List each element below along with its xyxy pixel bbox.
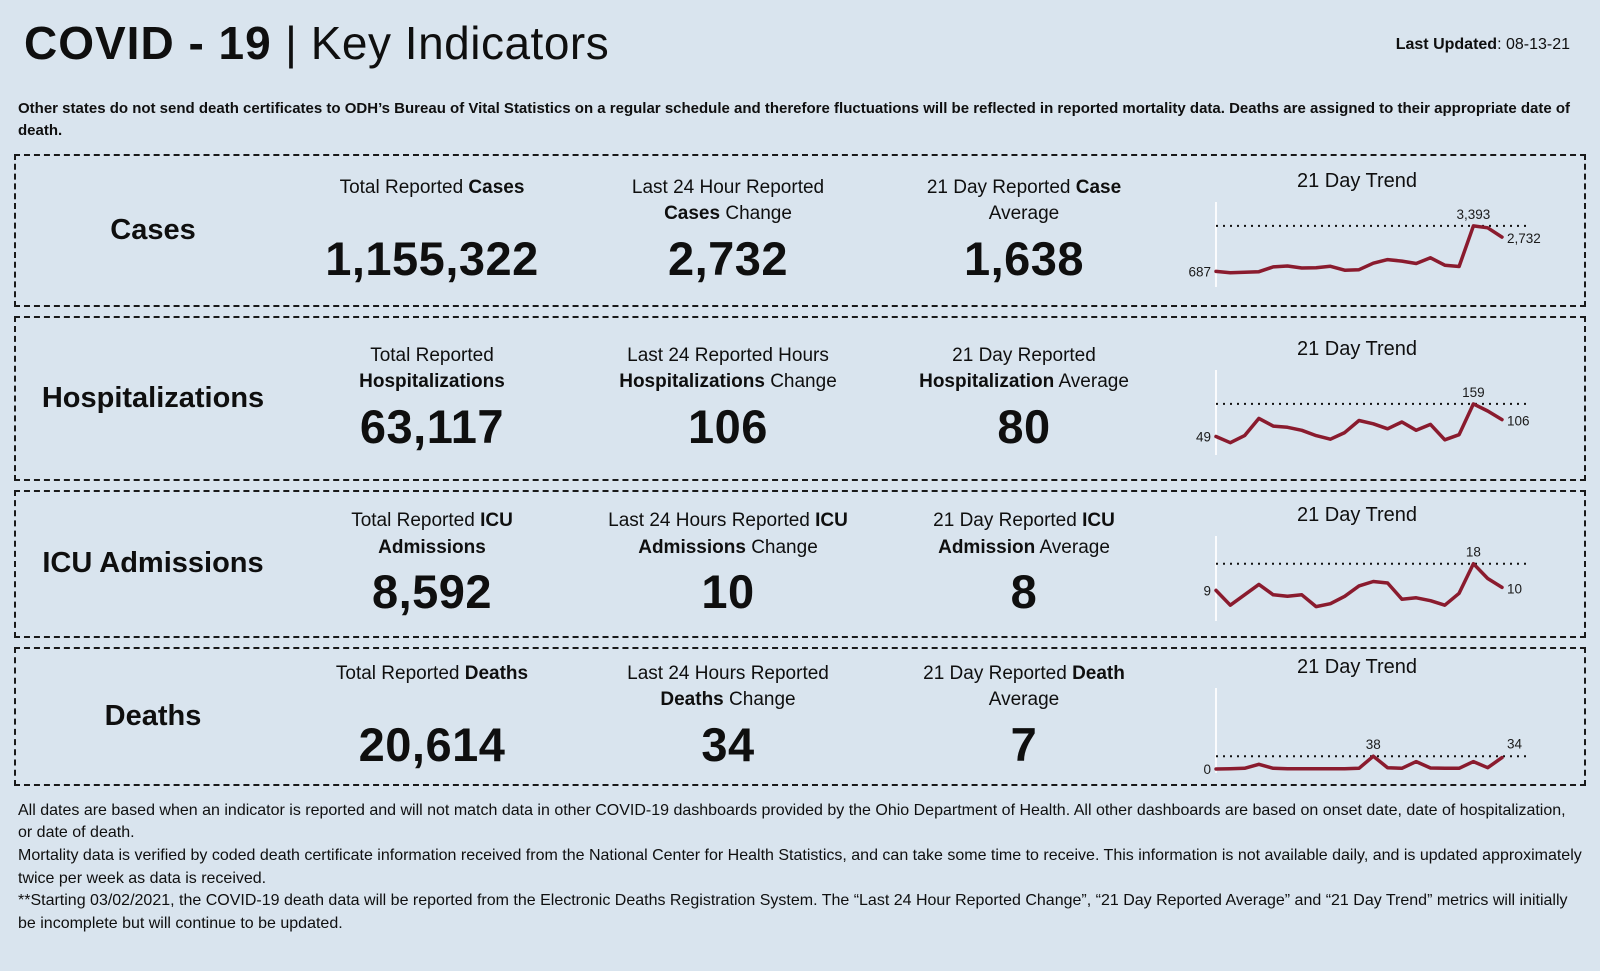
stat-value-24h-icu-admissions-change: 10 — [701, 565, 755, 618]
stat-value-total-hospitalizations: 63,117 — [359, 399, 505, 453]
stat-header-total-deaths: Total Reported Deaths — [335, 662, 529, 684]
stat-24h-cases-change: Last 24 Hour Reported Cases Change 2,732 — [580, 175, 876, 286]
stat-header-24h-deaths-change: Last 24 Hours Reported Deaths Change — [627, 662, 829, 711]
trend-title-icu-admissions: 21 Day Trend — [1296, 503, 1418, 526]
trend-title-cases: 21 Day Trend — [1296, 170, 1418, 192]
svg-text:106: 106 — [1507, 414, 1530, 429]
svg-text:2,732: 2,732 — [1507, 231, 1541, 246]
stat-21day-case-average: 21 Day Reported Case Average 1,638 — [876, 175, 1172, 286]
row-label-icu-admissions: ICU Admissions — [42, 547, 264, 579]
trend-title-deaths: 21 Day Trend — [1296, 656, 1418, 678]
mortality-disclaimer: Other states do not send death certifica… — [18, 100, 1571, 139]
page-title: COVID - 19 | Key Indicators — [24, 16, 1572, 70]
stat-header-total-icu-admissions: Total Reported ICU Admissions — [351, 510, 513, 558]
stat-header-total-cases: Total Reported Cases — [339, 176, 525, 198]
row-label-deaths: Deaths — [104, 699, 202, 732]
svg-text:10: 10 — [1507, 581, 1522, 596]
footer-note-mortality: Mortality data is verified by coded deat… — [18, 846, 1582, 887]
stat-total-cases: Total Reported Cases 1,155,322 — [284, 175, 580, 286]
stat-total-hospitalizations: Total Reported Hospitalizations 63,117 — [284, 343, 580, 454]
stat-header-total-hospitalizations: Total Reported Hospitalizations — [359, 344, 505, 393]
stat-header-21day-hospitalization-average: 21 Day Reported Hospitalization Average — [919, 344, 1129, 393]
trend-sparkline-hospitalizations: 49 159 106 — [1196, 370, 1530, 455]
trend-sparkline-cases: 687 3,393 2,732 — [1188, 202, 1541, 287]
svg-text:49: 49 — [1196, 430, 1211, 445]
stat-21day-death-average: 21 Day Reported Death Average 7 — [876, 661, 1172, 772]
footer-notes: All dates are based when an indicator is… — [18, 800, 1582, 936]
row-label-cases: Cases — [110, 213, 196, 246]
trend-sparkline-icu-admissions: 9 18 10 — [1203, 535, 1526, 621]
last-updated: Last Updated: 08-13-21 — [1396, 36, 1570, 54]
stat-total-icu-admissions: Total Reported ICU Admissions 8,592 — [284, 508, 580, 619]
stat-24h-deaths-change: Last 24 Hours Reported Deaths Change 34 — [580, 661, 876, 772]
svg-text:0: 0 — [1203, 762, 1211, 776]
stat-value-24h-hospitalizations-change: 106 — [688, 399, 768, 453]
indicator-row-icu-admissions: ICU Admissions Total Reported ICU Admiss… — [14, 489, 1586, 638]
stat-header-21day-death-average: 21 Day Reported Death Average — [923, 662, 1125, 711]
row-label-hospitalizations: Hospitalizations — [41, 381, 265, 414]
stat-21day-hospitalization-average: 21 Day Reported Hospitalization Average … — [876, 343, 1172, 454]
stat-value-24h-deaths-change: 34 — [701, 717, 755, 771]
stat-total-deaths: Total Reported Deaths 20,614 — [284, 661, 580, 772]
indicator-row-deaths: Deaths Total Reported Deaths 20,614 Last… — [14, 646, 1586, 786]
trend-sparkline-deaths: 0 38 34 — [1203, 688, 1526, 776]
svg-text:34: 34 — [1507, 737, 1523, 752]
footer-note-edrs: **Starting 03/02/2021, the COVID-19 deat… — [18, 892, 1568, 933]
trend-title-hospitalizations: 21 Day Trend — [1296, 338, 1418, 360]
trend-hospitalizations: 21 Day Trend 49 159 106 — [1174, 338, 1576, 458]
svg-text:9: 9 — [1203, 583, 1211, 598]
indicator-row-hospitalizations: Hospitalizations Total Reported Hospital… — [14, 315, 1586, 481]
stat-header-24h-icu-admissions-change: Last 24 Hours Reported ICU Admissions Ch… — [608, 510, 848, 558]
stat-value-total-deaths: 20,614 — [358, 717, 506, 771]
stat-value-21day-death-average: 7 — [1010, 717, 1038, 771]
stat-21day-icu-admission-average: 21 Day Reported ICU Admission Average 8 — [876, 508, 1172, 619]
page-title-covid: COVID - 19 — [24, 17, 272, 69]
stat-24h-icu-admissions-change: Last 24 Hours Reported ICU Admissions Ch… — [580, 508, 876, 619]
stat-header-21day-case-average: 21 Day Reported Case Average — [926, 176, 1122, 225]
stat-value-total-icu-admissions: 8,592 — [371, 565, 493, 618]
stat-header-21day-icu-admission-average: 21 Day Reported ICU Admission Average — [933, 510, 1115, 558]
trend-deaths: 21 Day Trend 0 38 34 — [1174, 656, 1576, 776]
trend-icu-admissions: 21 Day Trend 9 18 10 — [1174, 504, 1576, 624]
footer-note-reporting: All dates are based when an indicator is… — [18, 801, 1566, 842]
indicator-rows: Cases Total Reported Cases 1,155,322 Las… — [14, 153, 1586, 786]
svg-text:38: 38 — [1366, 737, 1381, 752]
svg-text:687: 687 — [1188, 264, 1211, 279]
page-title-subtitle: | Key Indicators — [285, 17, 610, 69]
stat-header-24h-cases-change: Last 24 Hour Reported Cases Change — [631, 176, 825, 225]
stat-value-24h-cases-change: 2,732 — [667, 231, 789, 285]
last-updated-value: : 08-13-21 — [1497, 36, 1570, 53]
stat-value-21day-case-average: 1,638 — [963, 231, 1085, 285]
stat-value-21day-hospitalization-average: 80 — [997, 399, 1051, 453]
stat-value-21day-icu-admission-average: 8 — [1010, 565, 1038, 618]
stat-header-24h-hospitalizations-change: Last 24 Reported Hours Hospitalizations … — [619, 344, 837, 393]
last-updated-label: Last Updated — [1395, 36, 1498, 53]
stat-value-total-cases: 1,155,322 — [325, 231, 539, 285]
svg-text:3,393: 3,393 — [1457, 207, 1491, 222]
svg-text:18: 18 — [1466, 544, 1481, 559]
trend-cases: 21 Day Trend 687 3,393 2,732 — [1174, 170, 1576, 290]
svg-text:159: 159 — [1462, 385, 1485, 400]
indicator-row-cases: Cases Total Reported Cases 1,155,322 Las… — [14, 153, 1586, 307]
stat-24h-hospitalizations-change: Last 24 Reported Hours Hospitalizations … — [580, 343, 876, 454]
page-header: COVID - 19 | Key Indicators Last Updated… — [0, 0, 1600, 84]
